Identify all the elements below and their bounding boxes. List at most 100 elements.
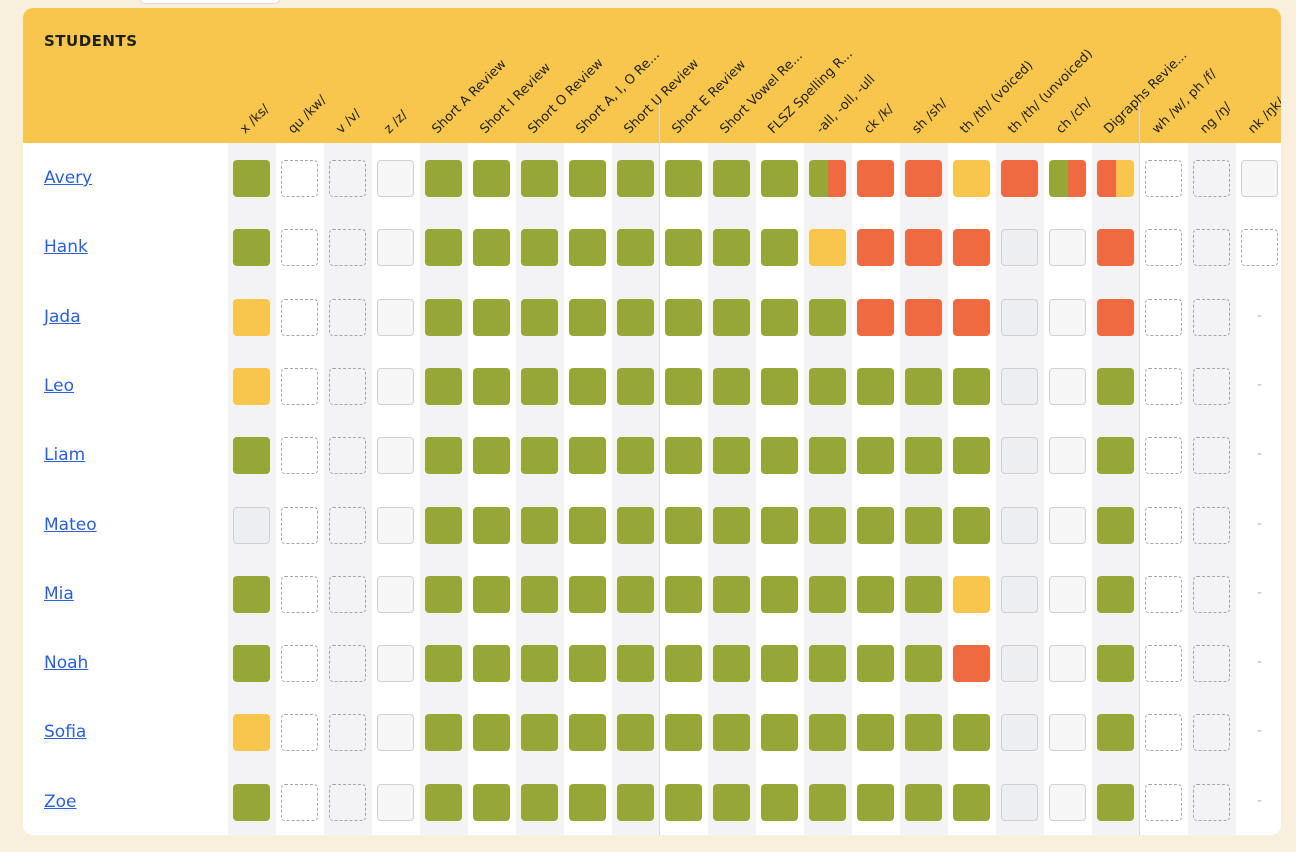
progress-cell-mastered[interactable] bbox=[473, 783, 510, 821]
progress-cell-mastered[interactable] bbox=[521, 160, 558, 197]
progress-cell-mastered[interactable] bbox=[473, 160, 510, 197]
progress-cell-not-started[interactable] bbox=[1001, 298, 1038, 336]
progress-cell-unassigned[interactable] bbox=[281, 714, 318, 752]
progress-cell-mastered[interactable] bbox=[809, 714, 846, 752]
progress-cell-blank[interactable] bbox=[1049, 298, 1086, 336]
progress-cell-mastered[interactable] bbox=[761, 506, 798, 544]
progress-cell-not-started[interactable] bbox=[1001, 437, 1038, 475]
progress-cell-mastered[interactable] bbox=[425, 714, 462, 752]
progress-cell-unassigned[interactable] bbox=[1145, 783, 1182, 821]
progress-cell-struggling[interactable] bbox=[1001, 160, 1038, 197]
progress-cell-unassigned[interactable] bbox=[329, 575, 366, 613]
progress-cell-mastered[interactable] bbox=[665, 367, 702, 405]
progress-cell-unassigned[interactable] bbox=[281, 437, 318, 475]
progress-cell-unassigned[interactable] bbox=[1145, 506, 1182, 544]
progress-cell-not-started[interactable] bbox=[233, 506, 270, 544]
progress-cell-struggling[interactable] bbox=[953, 229, 990, 267]
progress-cell-mastered[interactable] bbox=[1097, 575, 1134, 613]
progress-cell-struggling[interactable] bbox=[953, 645, 990, 683]
progress-cell-mastered[interactable] bbox=[617, 575, 654, 613]
progress-cell-mastered[interactable] bbox=[425, 298, 462, 336]
progress-cell-not-started[interactable] bbox=[1001, 783, 1038, 821]
progress-cell-mastered[interactable] bbox=[617, 783, 654, 821]
progress-cell-mastered[interactable] bbox=[857, 437, 894, 475]
progress-cell-mastered[interactable] bbox=[617, 437, 654, 475]
progress-cell-mastered[interactable] bbox=[617, 506, 654, 544]
progress-cell-mastered[interactable] bbox=[473, 506, 510, 544]
progress-cell-mastered[interactable] bbox=[569, 160, 606, 197]
progress-cell-mastered[interactable] bbox=[761, 783, 798, 821]
progress-cell-mastered[interactable] bbox=[665, 160, 702, 197]
progress-cell-mixed[interactable] bbox=[1097, 160, 1134, 197]
progress-cell-mastered[interactable] bbox=[713, 783, 750, 821]
student-name-link[interactable]: Jada bbox=[44, 306, 81, 327]
progress-cell-mastered[interactable] bbox=[521, 783, 558, 821]
progress-cell-mastered[interactable] bbox=[1097, 783, 1134, 821]
progress-cell-mastered[interactable] bbox=[1097, 506, 1134, 544]
progress-cell-mastered[interactable] bbox=[233, 437, 270, 475]
progress-cell-struggling[interactable] bbox=[905, 298, 942, 336]
progress-cell-developing[interactable] bbox=[953, 575, 990, 613]
progress-cell-blank[interactable] bbox=[377, 437, 414, 475]
progress-cell-blank[interactable] bbox=[1049, 575, 1086, 613]
progress-cell-blank[interactable] bbox=[377, 506, 414, 544]
progress-cell-unassigned[interactable] bbox=[1193, 575, 1230, 613]
progress-cell-unassigned[interactable] bbox=[1145, 160, 1182, 197]
progress-cell-mastered[interactable] bbox=[713, 506, 750, 544]
progress-cell-mastered[interactable] bbox=[233, 645, 270, 683]
progress-cell-unassigned[interactable] bbox=[329, 160, 366, 197]
progress-cell-mastered[interactable] bbox=[809, 367, 846, 405]
progress-cell-mastered[interactable] bbox=[905, 437, 942, 475]
student-name-link[interactable]: Sofia bbox=[44, 722, 87, 743]
student-name-link[interactable]: Noah bbox=[44, 653, 89, 674]
progress-cell-unassigned[interactable] bbox=[1145, 437, 1182, 475]
progress-cell-developing[interactable] bbox=[809, 229, 846, 267]
progress-cell-unassigned[interactable] bbox=[1193, 714, 1230, 752]
progress-cell-mastered[interactable] bbox=[857, 575, 894, 613]
progress-cell-unassigned[interactable] bbox=[1193, 437, 1230, 475]
progress-cell-blank[interactable] bbox=[1049, 783, 1086, 821]
progress-cell-mastered[interactable] bbox=[569, 298, 606, 336]
progress-cell-mastered[interactable] bbox=[713, 367, 750, 405]
progress-cell-mastered[interactable] bbox=[905, 575, 942, 613]
progress-cell-mastered[interactable] bbox=[521, 229, 558, 267]
progress-cell-blank[interactable] bbox=[1241, 160, 1278, 197]
progress-cell-mastered[interactable] bbox=[569, 229, 606, 267]
progress-cell-mastered[interactable] bbox=[713, 229, 750, 267]
progress-cell-mastered[interactable] bbox=[761, 367, 798, 405]
progress-cell-mastered[interactable] bbox=[905, 367, 942, 405]
progress-cell-mastered[interactable] bbox=[521, 437, 558, 475]
progress-cell-mastered[interactable] bbox=[905, 506, 942, 544]
progress-cell-unassigned[interactable] bbox=[1193, 298, 1230, 336]
progress-cell-mastered[interactable] bbox=[1097, 437, 1134, 475]
progress-cell-blank[interactable] bbox=[377, 298, 414, 336]
progress-cell-mastered[interactable] bbox=[857, 506, 894, 544]
progress-cell-mastered[interactable] bbox=[521, 714, 558, 752]
progress-cell-mastered[interactable] bbox=[1097, 645, 1134, 683]
progress-cell-unassigned[interactable] bbox=[281, 229, 318, 267]
progress-cell-mastered[interactable] bbox=[713, 298, 750, 336]
progress-cell-mastered[interactable] bbox=[665, 783, 702, 821]
progress-cell-mastered[interactable] bbox=[809, 575, 846, 613]
progress-cell-unassigned[interactable] bbox=[281, 783, 318, 821]
progress-cell-unassigned[interactable] bbox=[281, 298, 318, 336]
progress-cell-mastered[interactable] bbox=[425, 367, 462, 405]
progress-cell-mastered[interactable] bbox=[617, 367, 654, 405]
progress-cell-mastered[interactable] bbox=[569, 783, 606, 821]
progress-cell-unassigned[interactable] bbox=[1145, 229, 1182, 267]
progress-cell-mastered[interactable] bbox=[233, 575, 270, 613]
progress-cell-mastered[interactable] bbox=[1097, 367, 1134, 405]
progress-cell-mastered[interactable] bbox=[809, 437, 846, 475]
progress-cell-mastered[interactable] bbox=[521, 367, 558, 405]
student-name-link[interactable]: Zoe bbox=[44, 791, 77, 812]
progress-cell-unassigned[interactable] bbox=[1193, 229, 1230, 267]
progress-cell-mastered[interactable] bbox=[233, 160, 270, 197]
progress-cell-developing[interactable] bbox=[233, 367, 270, 405]
progress-cell-not-started[interactable] bbox=[1001, 506, 1038, 544]
progress-cell-mastered[interactable] bbox=[473, 298, 510, 336]
progress-cell-unassigned[interactable] bbox=[281, 367, 318, 405]
progress-cell-mastered[interactable] bbox=[713, 575, 750, 613]
progress-cell-mastered[interactable] bbox=[425, 229, 462, 267]
progress-cell-mastered[interactable] bbox=[665, 714, 702, 752]
progress-cell-mastered[interactable] bbox=[857, 714, 894, 752]
